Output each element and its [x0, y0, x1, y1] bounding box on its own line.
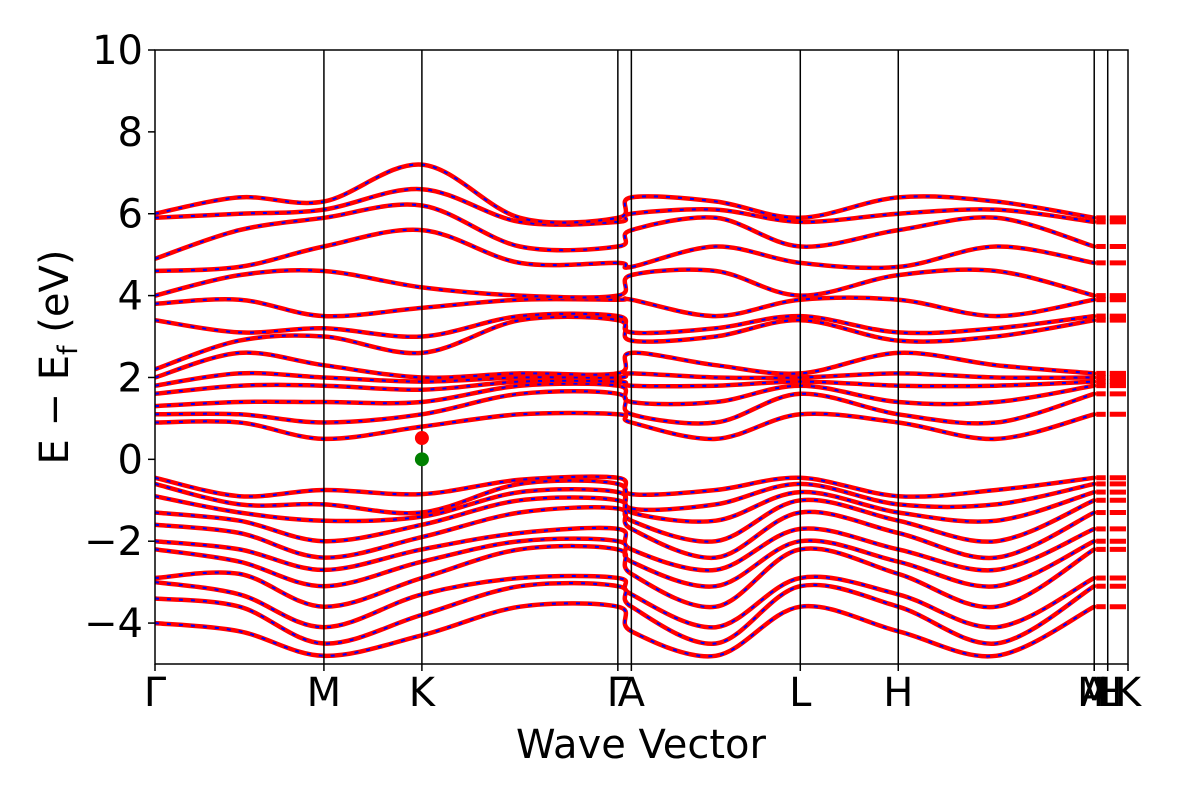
band-5-spin-down — [155, 526, 1095, 572]
x-tick-label-4: A — [618, 670, 646, 716]
x-tick-label-7: A — [1081, 670, 1109, 716]
band-13-spin-down — [155, 382, 1095, 408]
band-4-spin-down — [155, 506, 1095, 559]
x-tick-label-1: M — [307, 670, 342, 716]
band-20-spin-up — [155, 267, 1097, 300]
y-tick-label-2: 0 — [118, 437, 143, 483]
band-3-spin-down — [155, 496, 1095, 543]
plot-frame — [154, 49, 1129, 665]
band-9-spin-down — [155, 582, 1095, 645]
band-22-spin-down — [155, 203, 1095, 260]
y-tick-label-1: −2 — [84, 519, 143, 565]
x-tick-label-10: H — [1093, 670, 1123, 716]
band-edge-markers — [414, 431, 429, 467]
band-16-spin-down — [155, 351, 1095, 379]
band-10-spin-down — [155, 602, 1095, 658]
y-tick-label-5: 6 — [118, 192, 143, 238]
y-axis-ticks: −4 −2 0 2 4 6 8 10 — [84, 28, 155, 647]
band-19-spin-up — [155, 295, 1097, 319]
terminal-panel-bands — [1096, 215, 1126, 610]
band-12-spin-down — [155, 390, 1095, 425]
x-axis-label: Wave Vector — [516, 722, 767, 768]
x-tick-label-2: K — [409, 670, 437, 716]
band-23-spin-down — [155, 188, 1095, 226]
y-tick-label-0: −4 — [84, 601, 143, 647]
x-tick-label-3: Γ — [607, 670, 630, 716]
band-18-spin-down — [155, 312, 1095, 338]
cbm-marker — [414, 431, 429, 446]
band-6-spin-down — [155, 537, 1095, 588]
x-tick-label-0: Γ — [144, 670, 167, 716]
x-tick-label-9: M — [1077, 670, 1112, 716]
x-tick-label-5: L — [789, 670, 812, 716]
y-tick-label-3: 2 — [118, 355, 143, 401]
band-1-spin-down — [155, 479, 1095, 515]
band-15-spin-down — [155, 372, 1095, 387]
band-11-spin-up — [155, 410, 1097, 442]
band-24-spin-up — [155, 162, 1097, 225]
y-tick-label-7: 10 — [92, 28, 143, 74]
y-tick-label-6: 8 — [118, 110, 143, 156]
x-tick-label-8: L — [1097, 670, 1120, 716]
bands-layer — [155, 162, 1126, 659]
y-tick-label-4: 4 — [118, 274, 143, 320]
band-21-spin-down — [155, 228, 1095, 272]
y-axis-label-main: E − E — [32, 355, 78, 465]
y-axis-label: E − Ef (eV) — [32, 250, 84, 465]
band-14-spin-down — [155, 379, 1095, 395]
y-axis-label-subscript: f — [53, 344, 84, 355]
vbm-marker — [414, 452, 429, 467]
y-axis-label-unit: (eV) — [32, 250, 78, 346]
kpoint-divider-lines — [323, 50, 1109, 664]
x-tick-label-6: H — [883, 670, 913, 716]
band-7-spin-down — [155, 545, 1095, 609]
x-tick-label-11: K — [1115, 670, 1143, 716]
